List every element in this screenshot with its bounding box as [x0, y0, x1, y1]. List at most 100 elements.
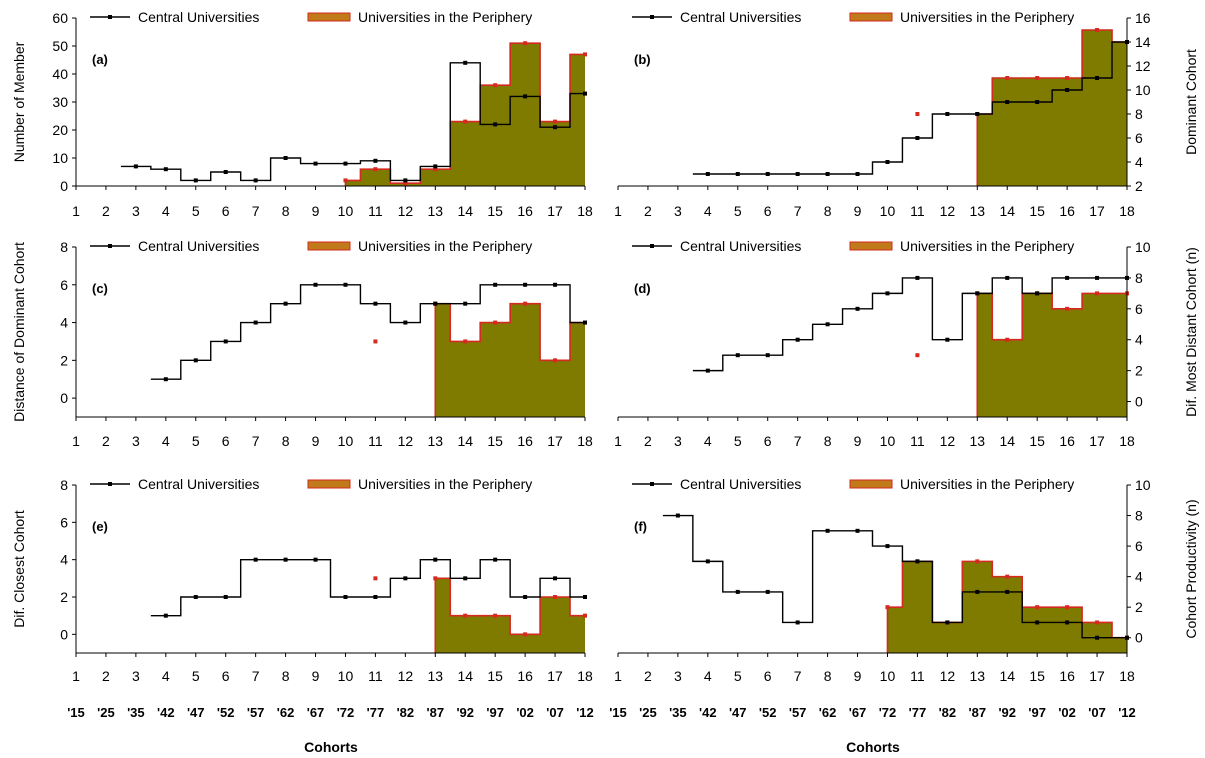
- cohort-year-label: '67: [307, 705, 325, 720]
- central-point: [1005, 100, 1010, 104]
- x-tick-label: 4: [704, 668, 712, 684]
- central-point: [583, 320, 587, 325]
- cohort-year-label: '52: [217, 705, 235, 720]
- cohort-year-label: '35: [127, 705, 145, 720]
- periphery-point: [523, 632, 528, 637]
- y-tick-label: 30: [52, 94, 68, 110]
- cohort-year-label: '72: [337, 705, 355, 720]
- y-tick-label: 20: [52, 122, 68, 138]
- x-tick-label: 14: [999, 433, 1015, 449]
- central-step-line: [150, 284, 585, 380]
- x-tick-label: 3: [132, 433, 140, 449]
- central-point: [373, 301, 378, 306]
- periphery-point: [523, 301, 528, 306]
- y-tick-label: 2: [60, 352, 68, 368]
- central-point: [433, 301, 438, 306]
- legend-periphery-label: Universities in the Periphery: [900, 9, 1074, 25]
- y-tick-label: 4: [60, 552, 68, 568]
- legend: Central Universities Universities in the …: [632, 238, 1074, 254]
- central-point: [253, 320, 258, 325]
- x-tick-label: 15: [1029, 433, 1045, 449]
- y-tick-label: 8: [1135, 508, 1143, 524]
- x-tick-label: 18: [577, 203, 593, 219]
- cohort-year-label: '82: [397, 705, 415, 720]
- central-point: [133, 164, 138, 169]
- legend-central-label: Central Universities: [138, 476, 259, 492]
- central-point: [313, 161, 318, 166]
- central-point: [223, 595, 228, 599]
- x-tick-label: 1: [72, 433, 80, 449]
- x-tick-label: 15: [487, 203, 503, 219]
- x-tick-label: 15: [1029, 203, 1045, 219]
- cohort-year-label: '02: [516, 705, 534, 720]
- x-tick-label: 10: [338, 668, 354, 684]
- y-tick-label: 8: [1135, 270, 1143, 286]
- central-point: [583, 595, 587, 599]
- legend-central-label: Central Universities: [680, 476, 801, 492]
- legend-periphery-swatch: [307, 12, 351, 22]
- periphery-point: [1035, 76, 1040, 80]
- legend-central-label: Central Universities: [138, 238, 259, 254]
- x-tick-label: 3: [132, 668, 140, 684]
- panel-label: (b): [634, 52, 651, 67]
- periphery-fill-area: [345, 43, 585, 187]
- x-tick-label: 12: [398, 203, 414, 219]
- legend-periphery-swatch: [849, 12, 893, 22]
- x-tick-label: 18: [1119, 668, 1135, 684]
- periphery-point: [1095, 291, 1100, 296]
- legend-periphery-label: Universities in the Periphery: [900, 476, 1074, 492]
- central-point: [765, 589, 770, 594]
- cohort-year-label: '92: [456, 705, 474, 720]
- chart-panel-c: 1 2 3 4 5 6 7 8 9 10 11 12 13 14 15 16 17 1802468Distance…: [11, 238, 593, 449]
- x-tick-label: 13: [428, 433, 444, 449]
- central-point: [463, 60, 468, 65]
- periphery-point: [553, 595, 558, 599]
- x-tick-label: 14: [457, 203, 473, 219]
- cohort-year-label: '57: [247, 705, 265, 720]
- x-tick-label: 18: [577, 433, 593, 449]
- x-tick-label: 17: [547, 203, 563, 219]
- periphery-point: [463, 339, 468, 344]
- legend-periphery-label: Universities in the Periphery: [900, 238, 1074, 254]
- central-point: [765, 353, 770, 358]
- central-point: [945, 112, 950, 116]
- legend-central-label: Central Universities: [138, 9, 259, 25]
- x-tick-label: 8: [282, 668, 290, 684]
- x-title-left: Cohorts: [304, 739, 358, 755]
- x-tick-label: 5: [192, 203, 200, 219]
- y-tick-label: 8: [60, 239, 68, 255]
- central-point: [735, 589, 740, 594]
- central-point: [163, 167, 168, 172]
- y-axis-title: Number of Member: [11, 41, 27, 162]
- cohort-year-label: '07: [1088, 705, 1106, 720]
- y-axis-title: Dif. Most Distant Cohort (n): [1183, 247, 1199, 417]
- periphery-fill-area: [977, 30, 1127, 186]
- cohort-year-label: '12: [576, 705, 594, 720]
- x-tick-label: 5: [734, 433, 742, 449]
- cohort-year-label: '12: [1118, 705, 1136, 720]
- x-tick-label: 5: [734, 668, 742, 684]
- x-tick-label: 8: [282, 433, 290, 449]
- central-point: [493, 282, 498, 287]
- chart-panel-a: 1 2 3 4 5 6 7 8 9 10 11 12 13 14 15 16 17 180102030405060…: [11, 9, 593, 219]
- legend: Central Universities Universities in the …: [90, 476, 532, 492]
- legend-central-marker: [108, 482, 112, 486]
- x-tick-label: 6: [764, 668, 772, 684]
- x-tick-label: 8: [282, 203, 290, 219]
- periphery-point: [583, 613, 587, 618]
- cohort-year-label: '02: [1058, 705, 1076, 720]
- legend-periphery-swatch: [849, 241, 893, 251]
- y-tick-label: 60: [52, 10, 68, 26]
- cohort-year-label: '15: [67, 705, 85, 720]
- central-point: [463, 576, 468, 581]
- periphery-isolated-point: [915, 112, 920, 116]
- x-tick-label: 2: [644, 203, 652, 219]
- cohort-year-label: '25: [639, 705, 657, 720]
- x-tick-label: 3: [674, 203, 682, 219]
- x-tick-label: 16: [1059, 668, 1075, 684]
- central-point: [553, 125, 558, 130]
- central-step-line: [662, 514, 1127, 639]
- x-tick-label: 12: [940, 668, 956, 684]
- periphery-fill-area: [435, 303, 585, 417]
- legend-periphery-swatch: [307, 479, 351, 489]
